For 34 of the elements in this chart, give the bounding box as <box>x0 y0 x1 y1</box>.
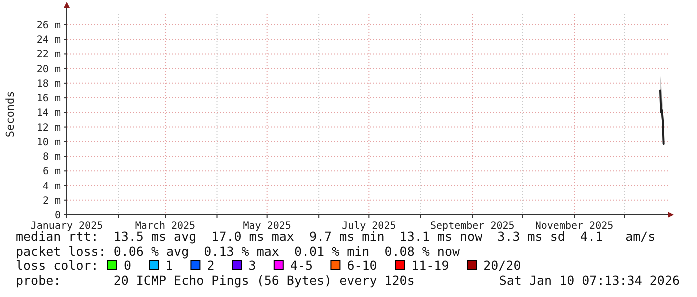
y-tick-label: 8 m <box>42 152 61 164</box>
y-tick-label: 24 m <box>36 35 61 46</box>
x-tick-label: November 2025 <box>535 221 614 232</box>
legend-label: 4-5 <box>290 258 313 273</box>
y-tick-label: 10 m <box>36 137 61 148</box>
y-axis-title: Seconds <box>4 91 17 138</box>
legend-label: 6-10 <box>347 258 378 273</box>
legend-title: loss color: <box>16 258 99 273</box>
legend-label: 0 <box>124 258 132 273</box>
legend-label: 3 <box>248 258 256 273</box>
line-series <box>659 90 665 146</box>
y-tick-label: 20 m <box>36 64 61 76</box>
text: Sat Jan 10 07:13:34 2026 <box>499 273 680 288</box>
x-tick-label: May 2025 <box>243 221 292 232</box>
y-tick-label: 4 m <box>42 181 61 192</box>
y-tick-label: 6 m <box>42 166 61 178</box>
y-tick-label: 0 <box>54 210 61 222</box>
x-tick-label: September 2025 <box>430 221 515 232</box>
y-tick-label: 12 m <box>36 122 61 134</box>
legend-label: 2 <box>207 258 215 273</box>
x-tick-label: January 2025 <box>30 221 104 232</box>
y-tick-label: 22 m <box>36 50 61 61</box>
y-tick-label: 16 m <box>36 94 61 105</box>
y-tick-label: 18 m <box>36 78 61 90</box>
y-tick-label: 26 m <box>36 20 61 32</box>
x-tick-label: March 2025 <box>135 221 196 232</box>
legend-label: 1 <box>166 258 174 273</box>
y-tick-label: 14 m <box>36 108 61 120</box>
x-tick-label: July 2025 <box>342 221 396 232</box>
legend-label: 11-19 <box>412 258 450 273</box>
text: packet loss: 0.06 % avg 0.13 % max 0.01 % min 0.08 % now <box>16 244 460 259</box>
y-tick-label: 2 m <box>42 196 61 207</box>
legend-label: 20/20 <box>484 258 522 273</box>
text: probe: 20 ICMP Echo Pings (56 Bytes) every 120s <box>16 273 415 288</box>
